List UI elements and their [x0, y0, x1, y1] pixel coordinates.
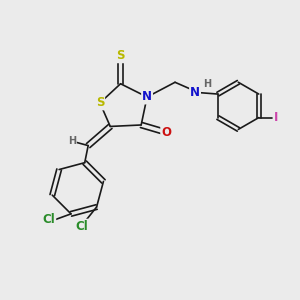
- Text: O: O: [161, 126, 171, 139]
- Text: N: N: [190, 86, 200, 99]
- Text: N: N: [142, 91, 152, 103]
- Text: H: H: [203, 79, 211, 89]
- Text: Cl: Cl: [43, 213, 55, 226]
- Text: S: S: [116, 49, 125, 62]
- Text: H: H: [68, 136, 76, 146]
- Text: Cl: Cl: [76, 220, 88, 233]
- Text: S: S: [96, 96, 104, 110]
- Text: I: I: [274, 111, 279, 124]
